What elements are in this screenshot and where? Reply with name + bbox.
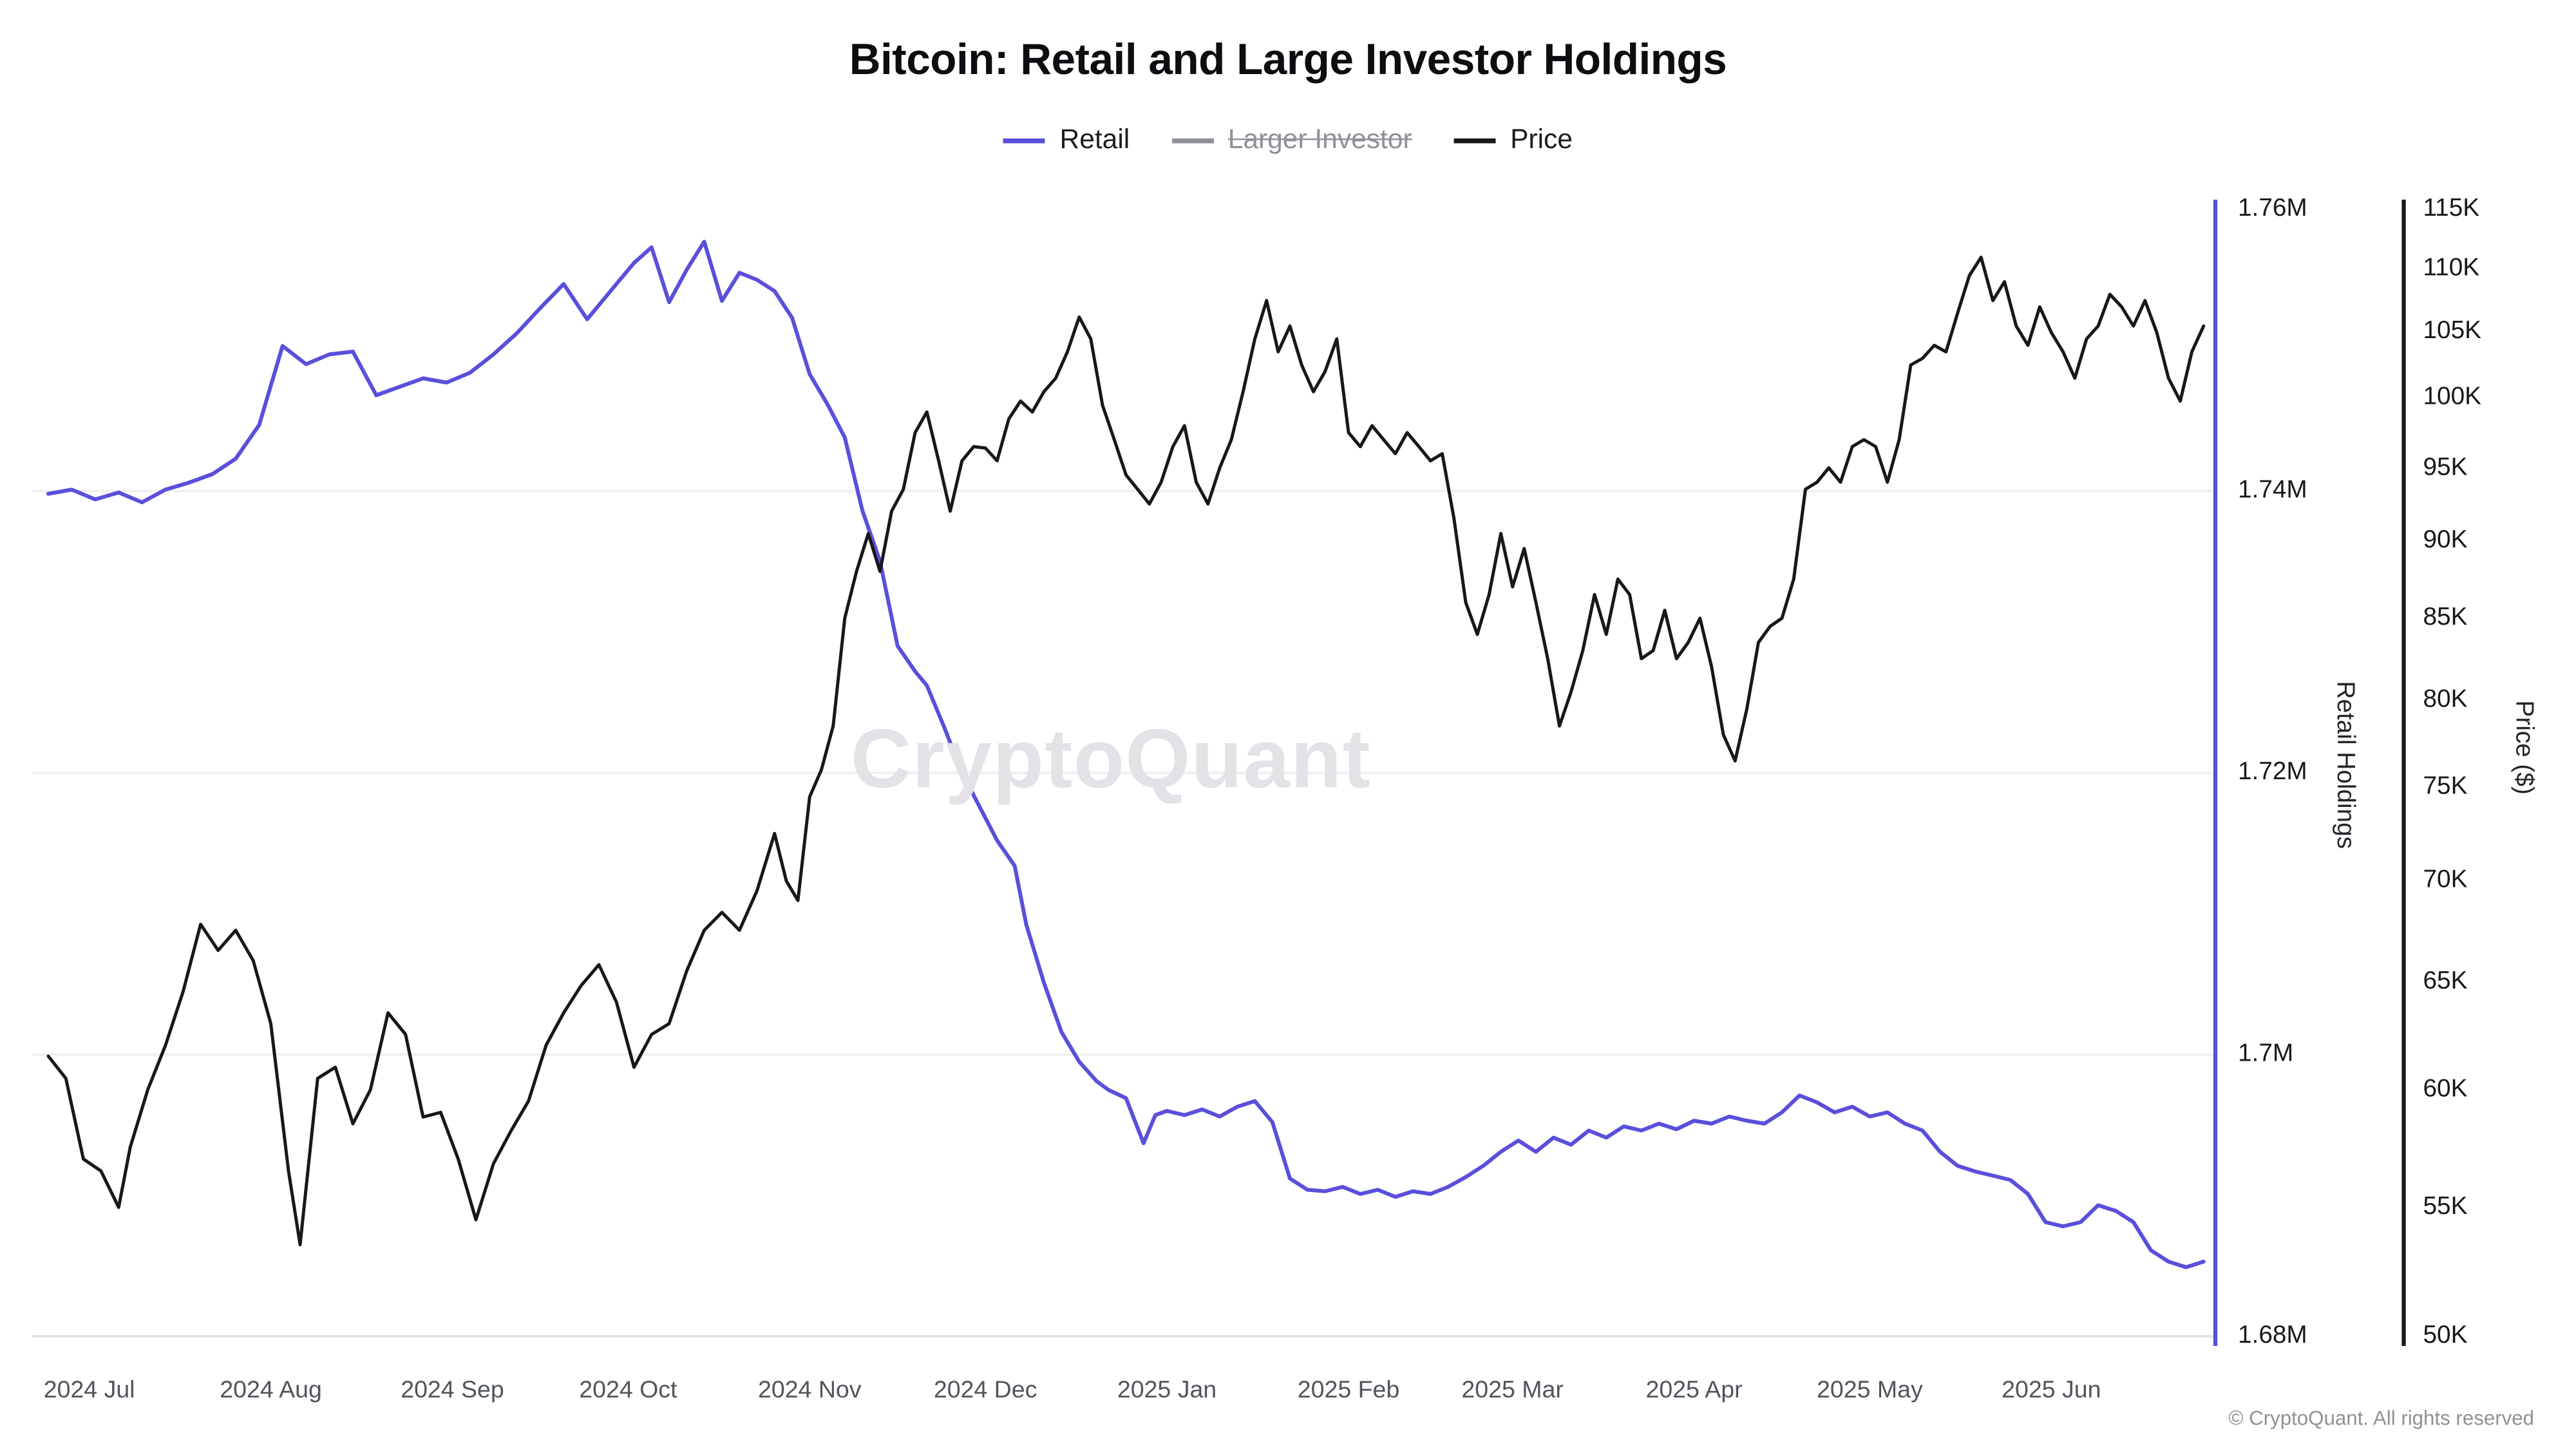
legend-label: Price (1510, 124, 1573, 155)
retail-axis-tick-label: 1.74M (2238, 477, 2307, 504)
retail-axis-tick-label: 1.72M (2238, 758, 2307, 786)
price-axis-tick-label: 110K (2423, 254, 2480, 283)
x-axis-tick-label: 2024 Sep (401, 1376, 504, 1405)
price-series-line (46, 256, 2206, 1247)
retail-axis-tick-label: 1.68M (2238, 1321, 2307, 1350)
price-axis-tick-label: 75K (2423, 773, 2468, 801)
legend-label: Retail (1059, 124, 1130, 155)
copyright-text: © CryptoQuant. All rights reserved (2228, 1407, 2534, 1430)
cryptoquant-watermark: CryptoQuant (850, 713, 1372, 807)
x-axis-tick-label: 2025 Jan (1117, 1376, 1217, 1405)
x-axis-tick-label: 2024 Jul (43, 1376, 135, 1405)
price-axis-tick-label: 115K (2423, 194, 2480, 223)
x-axis-tick-label: 2025 Jun (2002, 1376, 2101, 1405)
price-axis-tick-label: 65K (2423, 967, 2468, 994)
chart-legend: Retail Larger Investor Price (0, 124, 2576, 156)
legend-swatch-line (1003, 137, 1046, 143)
x-axis-tick-label: 2024 Oct (579, 1376, 677, 1405)
x-axis-tick-label: 2024 Nov (757, 1376, 862, 1405)
price-axis-tick-label: 60K (2423, 1075, 2468, 1103)
price-axis-tick-label: 50K (2423, 1321, 2468, 1350)
retail-axis-tick-label: 1.76M (2238, 194, 2307, 223)
price-axis-tick-label: 95K (2423, 453, 2468, 481)
legend-label: Larger Investor (1227, 124, 1412, 155)
x-axis-tick-label: 2025 May (1817, 1376, 1923, 1405)
price-axis-tick-label: 70K (2423, 866, 2468, 895)
x-axis-tick-label: 2024 Dec (933, 1376, 1037, 1405)
price-axis-title: Price ($) (2510, 700, 2538, 795)
retail-axis-title: Retail Holdings (2331, 681, 2359, 849)
x-axis-tick-label: 2025 Mar (1461, 1376, 1564, 1405)
price-axis-tick-label: 55K (2423, 1193, 2468, 1220)
x-axis-tick-label: 2025 Feb (1297, 1376, 1400, 1405)
legend-item-larger-investor[interactable]: Larger Investor (1171, 124, 1412, 156)
price-axis-tick-label: 90K (2423, 526, 2468, 554)
legend-item-price[interactable]: Price (1454, 124, 1573, 156)
legend-swatch-line (1171, 137, 1214, 143)
price-axis-tick-label: 105K (2423, 317, 2482, 346)
retail-series-line (46, 240, 2206, 1269)
x-axis-tick-label: 2025 Apr (1645, 1376, 1743, 1405)
price-axis-tick-label: 100K (2423, 384, 2482, 412)
legend-item-retail[interactable]: Retail (1003, 124, 1130, 156)
retail-axis-tick-label: 1.7M (2238, 1040, 2294, 1068)
x-axis-tick-label: 2024 Aug (220, 1376, 322, 1405)
chart-title: Bitcoin: Retail and Large Investor Holdi… (849, 35, 1727, 84)
price-axis-tick-label: 80K (2423, 685, 2468, 714)
legend-swatch-line (1454, 137, 1496, 143)
price-axis-tick-label: 85K (2423, 603, 2468, 632)
